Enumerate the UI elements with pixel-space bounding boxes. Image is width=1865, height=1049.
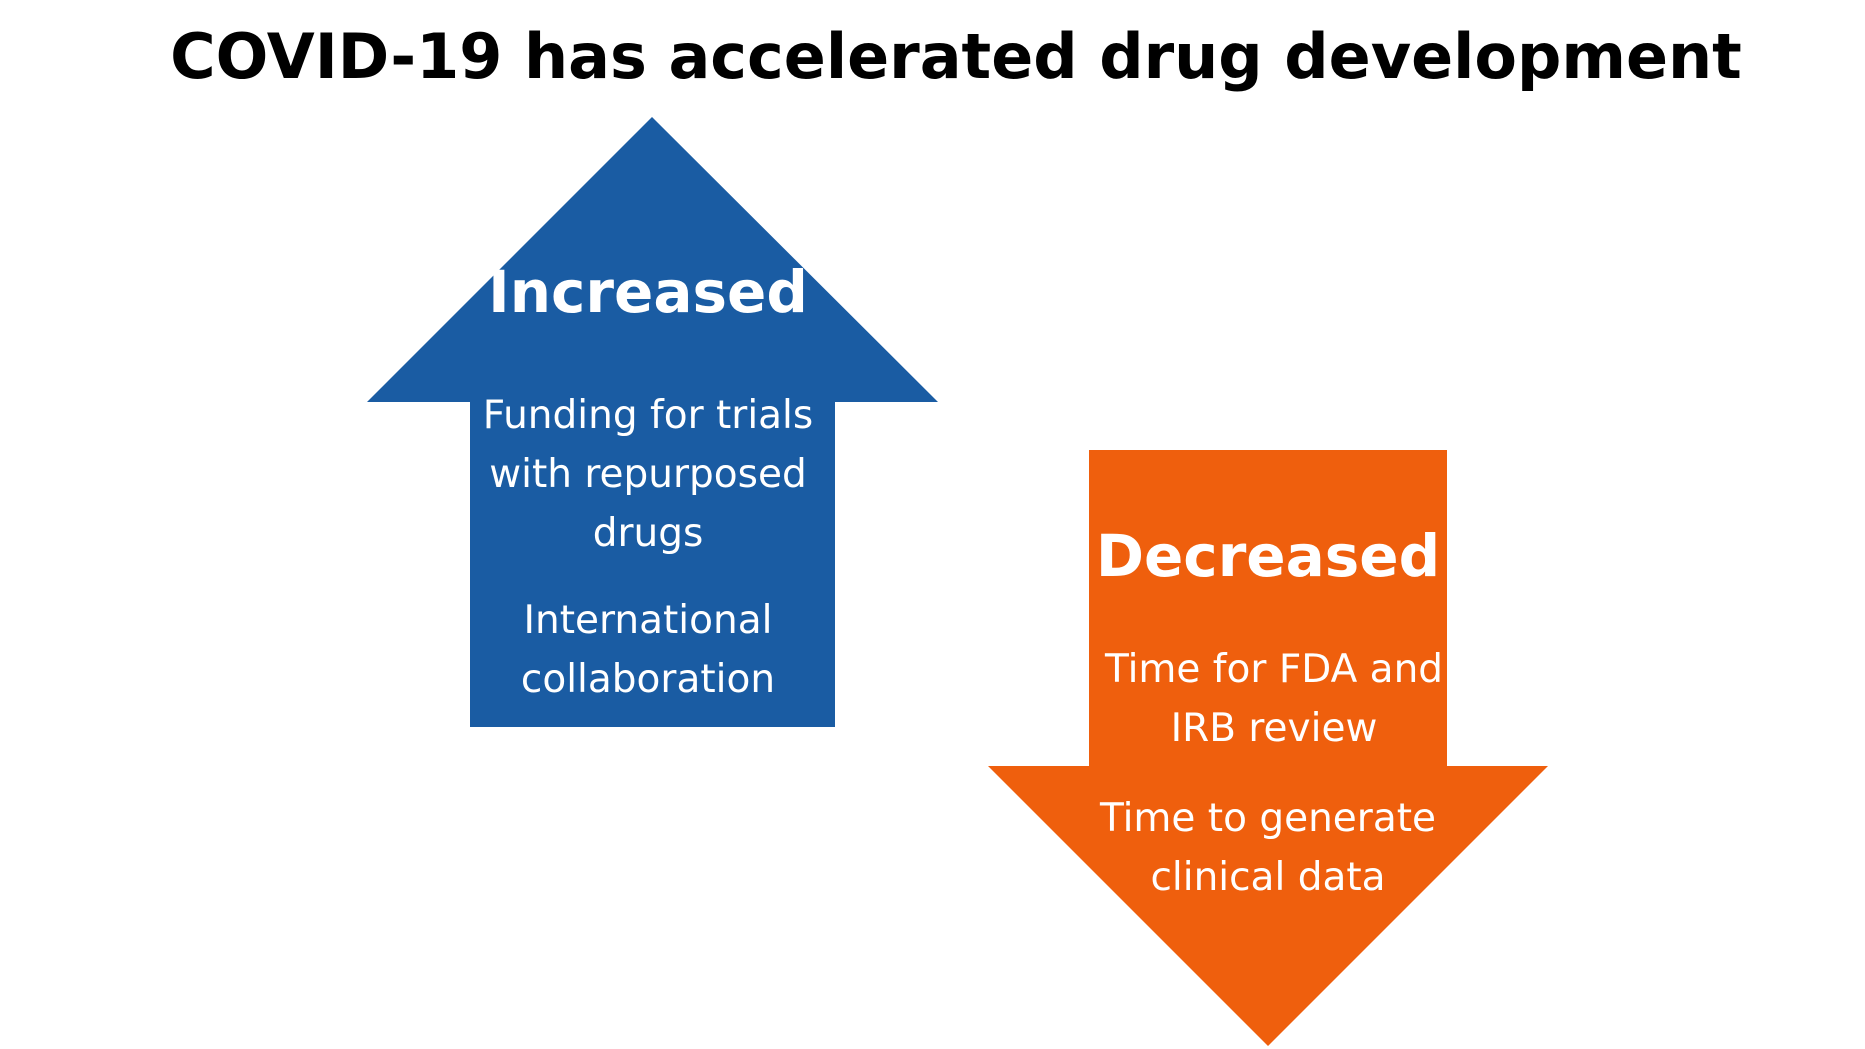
increase-item-line: Funding for trials (483, 393, 813, 438)
decrease-item-line: IRB review (1171, 706, 1378, 751)
decrease-heading: Decreased (1096, 522, 1440, 590)
up-arrow-icon (367, 117, 938, 727)
decrease-arrow-group: Decreased Time for FDA and IRB review Ti… (988, 450, 1548, 1046)
increase-item-line: collaboration (521, 657, 775, 702)
decrease-item-data-time: Time to generate clinical data (1099, 796, 1436, 900)
decrease-item-line: Time to generate (1099, 796, 1436, 841)
page-title: COVID-19 has accelerated drug developmen… (170, 20, 1742, 93)
increase-item-line: drugs (593, 511, 704, 556)
increase-item-funding: Funding for trials with repurposed drugs (483, 393, 813, 556)
increase-item-line: with repurposed (489, 452, 807, 497)
decrease-item-review-time: Time for FDA and IRB review (1104, 647, 1443, 751)
increase-item-collaboration: International collaboration (521, 598, 775, 702)
down-arrow-icon (988, 450, 1548, 1046)
increase-item-line: International (524, 598, 773, 643)
increase-arrow-group: Increased Funding for trials with repurp… (367, 117, 938, 727)
decrease-item-line: Time for FDA and (1104, 647, 1443, 692)
decrease-item-line: clinical data (1150, 855, 1385, 900)
increase-heading: Increased (488, 258, 808, 326)
